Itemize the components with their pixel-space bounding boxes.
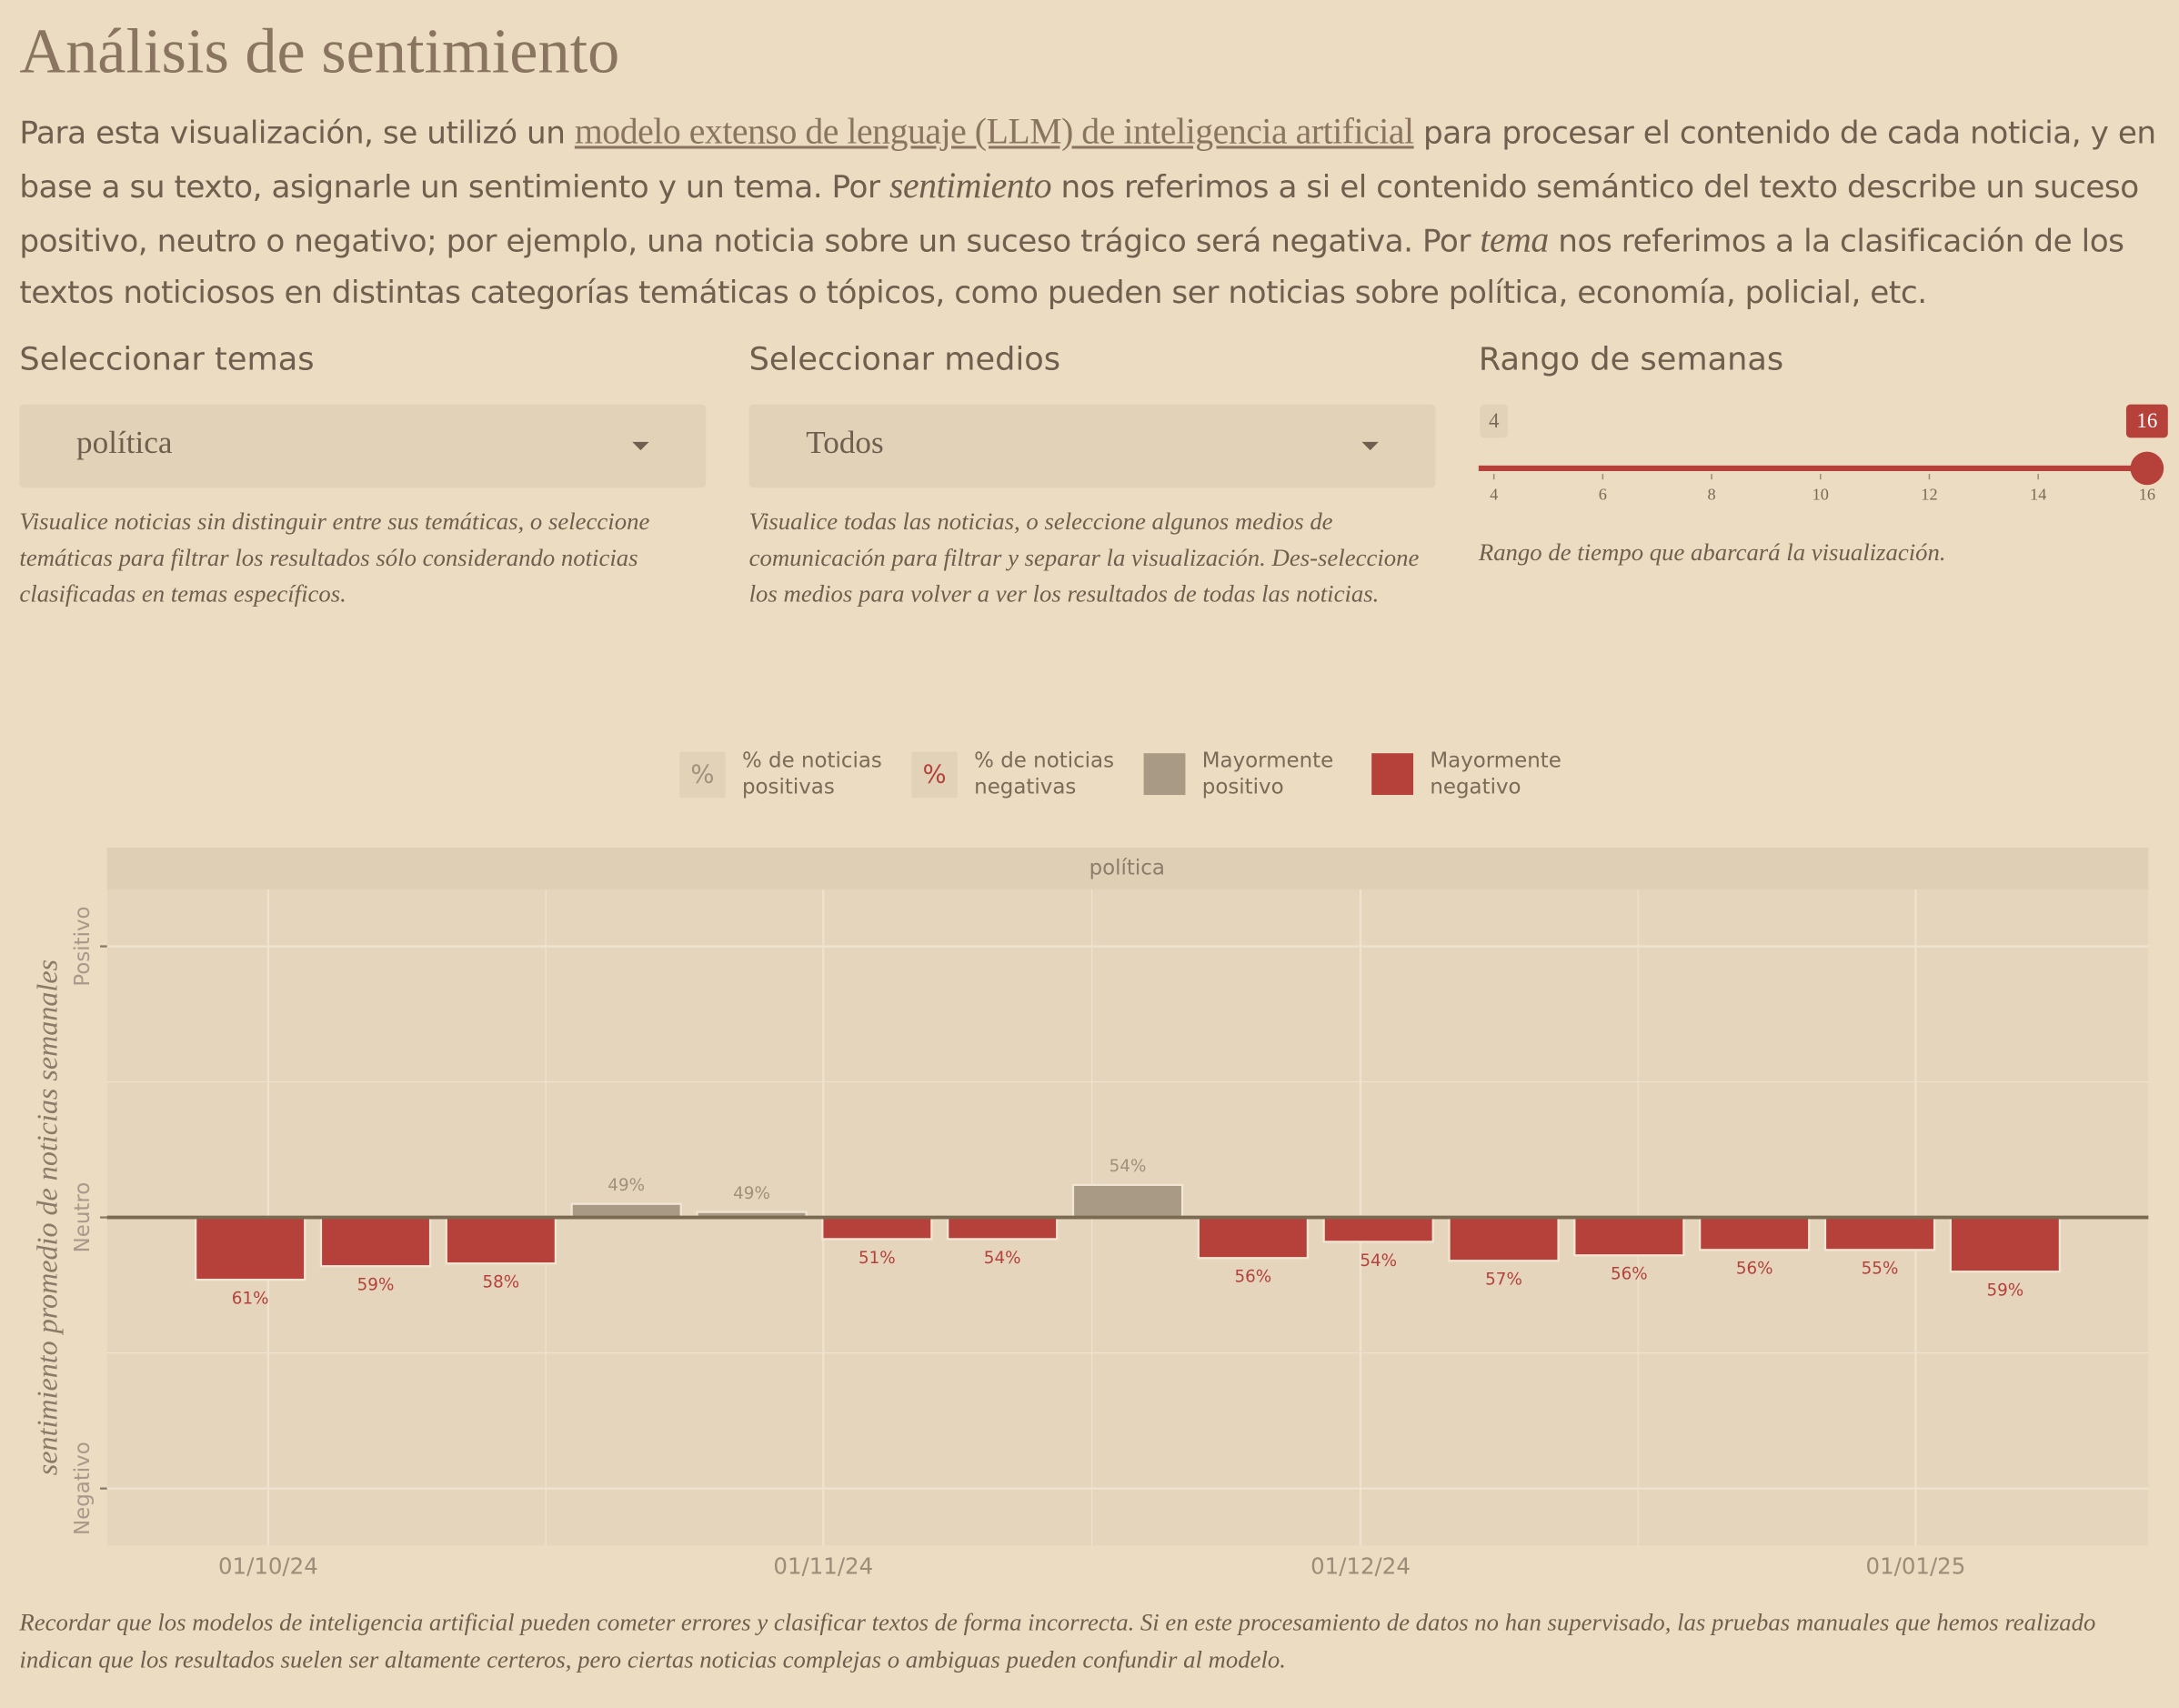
page-title: Análisis de sentimiento [19, 15, 620, 86]
value-label: 58% [482, 1273, 519, 1292]
control-label: Rango de semanas [1478, 341, 1784, 378]
intro-text: Para esta visualización, se utilizó un [19, 115, 575, 152]
bar [1197, 1216, 1310, 1260]
value-label: 49% [733, 1184, 770, 1203]
intro-emphasis: tema [1480, 219, 1549, 260]
legend-label: Mayormente positivo [1201, 748, 1334, 799]
bar [1949, 1216, 2062, 1273]
y-tick-label: Negativo [71, 1442, 95, 1535]
slider-bubble-label: 16 [2136, 409, 2157, 432]
x-tick-label: 01/01/25 [1866, 1553, 1966, 1580]
bar [319, 1216, 432, 1268]
slider-handle [2130, 451, 2164, 486]
legend-item: Mayormente positivo [1143, 748, 1352, 800]
legend: % % de noticias positivas% % de noticias n… [679, 748, 1580, 800]
bar [445, 1216, 557, 1265]
intro-text: para procesar el contenido de cada notic… [19, 115, 2156, 206]
dropdown-value: Todos [806, 425, 884, 460]
control-label: Seleccionar temas [19, 341, 315, 378]
x-tick-label: 01/12/24 [1310, 1553, 1411, 1580]
control-label: Seleccionar medios [748, 341, 1061, 378]
slider-tick-label: 8 [1707, 486, 1715, 504]
facet-strip [106, 848, 2149, 889]
value-label: 54% [984, 1249, 1021, 1268]
legend-label: % de noticias positivas [741, 748, 882, 799]
legend-swatch [1143, 753, 1186, 796]
legend-item: Mayormente negativo [1371, 748, 1580, 800]
intro-link[interactable]: modelo extenso de lenguaje (LLM) de inte… [574, 111, 1414, 152]
x-tick-label: 01/11/24 [773, 1553, 873, 1580]
bar [194, 1216, 306, 1281]
y-axis-title: sentimiento promedio de noticias semanal… [30, 959, 63, 1475]
value-label: 51% [859, 1249, 896, 1268]
legend-item: % % de noticias positivas [679, 748, 892, 800]
value-label: 56% [1611, 1265, 1648, 1284]
value-label: 49% [608, 1176, 645, 1195]
slider-tick-label: 14 [2030, 486, 2046, 504]
value-label: 54% [1360, 1251, 1397, 1271]
intro-text: nos referimos a la clasificación de los … [19, 224, 2124, 312]
value-label: 59% [357, 1276, 395, 1295]
value-label: 56% [1736, 1260, 1773, 1279]
bar [1573, 1216, 1685, 1257]
value-label: 57% [1485, 1271, 1522, 1290]
bar [1448, 1216, 1560, 1262]
legend-label: % de noticias negativas [974, 748, 1115, 799]
outlets-dropdown[interactable]: Todos [748, 404, 1436, 488]
value-label: 55% [1862, 1260, 1899, 1279]
slider-bubble [1480, 404, 1508, 438]
legend-swatch [1371, 753, 1414, 796]
x-tick-label: 01/10/24 [218, 1553, 318, 1580]
intro: Para esta visualización, se utilizó un m… [19, 105, 2166, 319]
footer-note: Recordar que los modelos de inteligencia… [19, 1607, 2096, 1673]
slider-tick-label: 10 [1812, 486, 1829, 504]
legend-item: % % de noticias negativas [911, 748, 1124, 800]
value-label: 59% [1986, 1281, 2023, 1301]
bar [821, 1216, 933, 1241]
bar [946, 1216, 1059, 1241]
y-tick-label: Positivo [71, 906, 95, 986]
legend-label: Mayormente negativo [1430, 748, 1561, 799]
bar [1698, 1216, 1811, 1251]
value-label: 56% [1234, 1268, 1271, 1287]
value-label: 61% [232, 1290, 269, 1309]
value-label: 54% [1110, 1157, 1147, 1176]
slider-tick-label: 4 [1490, 486, 1498, 504]
intro-emphasis: sentimiento [889, 165, 1052, 206]
help-text: Rango de tiempo que abarcará la visualiz… [1478, 538, 1946, 566]
facet-label: política [1090, 857, 1165, 880]
slider-tick-label: 12 [1921, 486, 1937, 504]
bar [1823, 1216, 1936, 1251]
legend-symbol: % [679, 750, 726, 798]
topics-dropdown[interactable]: política [19, 404, 707, 488]
y-tick-label: Neutro [71, 1182, 95, 1253]
slider-bubble [2125, 404, 2168, 438]
slider-bubble-label: 4 [1489, 409, 1500, 432]
bar [570, 1202, 682, 1219]
dropdown-arrow [1361, 441, 1379, 451]
dropdown-arrow [632, 441, 649, 451]
legend-symbol: % [911, 750, 958, 798]
bar [1071, 1183, 1184, 1219]
dropdown-value: política [76, 425, 173, 460]
help-text: Visualice noticias sin distinguir entre … [19, 507, 650, 608]
slider-tick-label: 16 [2139, 486, 2155, 504]
help-text: Visualice todas las noticias, o seleccio… [748, 507, 1420, 608]
bar [1322, 1216, 1434, 1243]
intro-text: nos referimos a si el contenido semántic… [19, 169, 2139, 260]
slider-tick-label: 6 [1599, 486, 1607, 504]
